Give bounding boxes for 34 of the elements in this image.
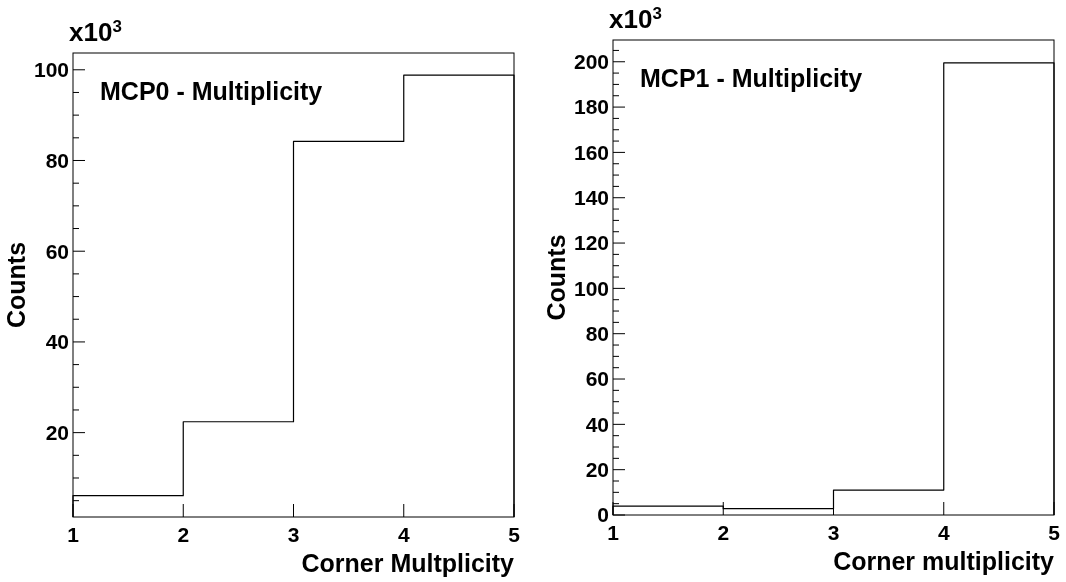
y-tick-label: 40 — [585, 412, 609, 436]
y-tick-label: 0 — [597, 503, 609, 527]
y-tick-label: 60 — [585, 367, 609, 391]
y-tick-label: 20 — [45, 420, 69, 444]
x-axis-title: Corner multiplicity — [833, 547, 1055, 575]
y-tick-label: 80 — [45, 148, 69, 172]
text: MCP1 - Multiplicity — [640, 64, 863, 92]
y-tick-label: 40 — [45, 330, 69, 354]
x-tick-label: 4 — [397, 523, 410, 546]
y-tick-label: 100 — [33, 58, 69, 82]
x-tick-label: 3 — [287, 523, 300, 546]
y-axis-title: Counts — [542, 234, 570, 321]
y-tick-label: 140 — [573, 186, 609, 210]
text: x10$^{3}$ — [609, 3, 662, 34]
y-tick-label: 180 — [573, 95, 609, 119]
x-tick-label: 5 — [1048, 521, 1061, 544]
x-tick-label: 1 — [67, 523, 80, 546]
x-axis-title: Corner Multplicity — [301, 549, 515, 577]
x-tick-label: 3 — [827, 521, 840, 544]
x-tick-label: 4 — [937, 521, 950, 544]
y-tick-label: 200 — [573, 50, 609, 74]
y-tick-label: 160 — [573, 140, 609, 164]
y-tick-label: 100 — [573, 276, 609, 300]
text: MCP0 - Multiplicity — [100, 77, 323, 105]
x-tick-label: 5 — [508, 523, 521, 546]
x-tick-label: 1 — [607, 521, 620, 544]
y-tick-label: 20 — [585, 458, 609, 482]
text: x10$^{3}$ — [69, 16, 122, 47]
y-axis-title: Counts — [2, 241, 30, 329]
x-tick-label: 2 — [717, 521, 730, 544]
x-tick-label: 2 — [177, 523, 190, 546]
y-tick-label: 60 — [45, 239, 69, 263]
y-tick-label: 80 — [585, 322, 609, 346]
y-tick-label: 120 — [573, 231, 609, 255]
